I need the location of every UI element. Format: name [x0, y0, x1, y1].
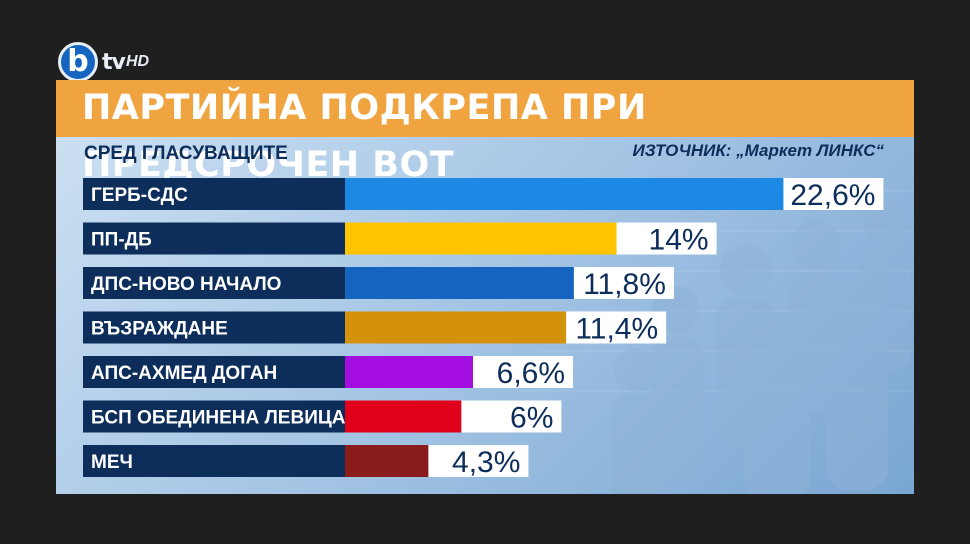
bar-label-background — [83, 400, 345, 433]
bar-value-label: 22,6% — [790, 179, 875, 212]
bar-row: МЕЧ 4,3% — [83, 445, 529, 479]
people-background-graphic — [516, 190, 914, 494]
value-label-background — [428, 445, 529, 477]
bar — [345, 311, 567, 344]
bar-row: АПС-АХМЕД ДОГАН 6,6% — [83, 356, 574, 390]
chart-panel: ПАРТИЙНА ПОДКРЕПА ПРИ ПРЕДСРОЧЕН ВОТ СРЕ… — [56, 80, 914, 494]
btv-logo-circle: b — [58, 42, 98, 82]
bar-value-label: 4,3% — [452, 446, 520, 479]
bar-label-background — [83, 222, 345, 255]
btv-logo-tv: tv — [102, 50, 126, 75]
bar-category-label: ГЕРБ-СДС — [91, 185, 188, 206]
value-label-background — [573, 267, 674, 299]
bar-category-label: БСП ОБЕДИНЕНА ЛЕВИЦА — [91, 408, 346, 429]
bar-label-background — [83, 178, 345, 210]
bar-row: ГЕРБ-СДС 22,6% — [83, 178, 884, 212]
bar-category-label: ВЪЗРАЖДАНЕ — [91, 319, 228, 340]
bar-chart: ГЕРБ-СДС 22,6% ПП-ДБ 14% ДПС-НОВО НАЧАЛО 11,8… — [83, 178, 884, 479]
bar-label-background — [83, 356, 345, 388]
btv-logo-hd: HD — [126, 53, 150, 70]
bar-value-label: 14% — [649, 224, 709, 257]
btv-hd-logo: b tv HD — [58, 42, 168, 86]
bar-row: БСП ОБЕДИНЕНА ЛЕВИЦА 6% — [83, 400, 562, 435]
value-label-background — [616, 222, 717, 255]
bar-category-label: ДПС-НОВО НАЧАЛО — [91, 274, 281, 295]
bar — [345, 356, 474, 388]
bar-value-label: 6,6% — [497, 357, 565, 390]
bar — [345, 222, 617, 255]
chart-subtitle: СРЕД ГЛАСУВАЩИТЕ — [84, 143, 288, 164]
bar-category-label: АПС-АХМЕД ДОГАН — [91, 363, 277, 384]
bar-label-background — [83, 445, 345, 477]
bar — [345, 445, 429, 477]
bar-value-label: 11,8% — [583, 268, 666, 301]
bar — [345, 178, 784, 210]
bar-row: ПП-ДБ 14% — [83, 222, 717, 257]
bar-value-label: 6% — [510, 402, 553, 435]
value-label-background — [473, 356, 574, 388]
bar-value-label: 11,4% — [575, 313, 658, 346]
chart-title: ПАРТИЙНА ПОДКРЕПА ПРИ ПРЕДСРОЧЕН ВОТ — [56, 80, 914, 185]
bar-label-background — [83, 311, 345, 344]
chart-source: ИЗТОЧНИК: „Маркет ЛИНКС“ — [632, 141, 885, 160]
bar-row: ДПС-НОВО НАЧАЛО 11,8% — [83, 267, 674, 301]
bar-category-label: МЕЧ — [91, 452, 133, 473]
bar-row: ВЪЗРАЖДАНЕ 11,4% — [83, 311, 667, 346]
bar-label-background — [83, 267, 345, 299]
bar-category-label: ПП-ДБ — [91, 230, 152, 251]
bar — [345, 400, 462, 433]
bar — [345, 267, 574, 299]
value-label-background — [783, 178, 884, 210]
value-label-background — [566, 311, 667, 344]
value-label-background — [461, 400, 562, 433]
